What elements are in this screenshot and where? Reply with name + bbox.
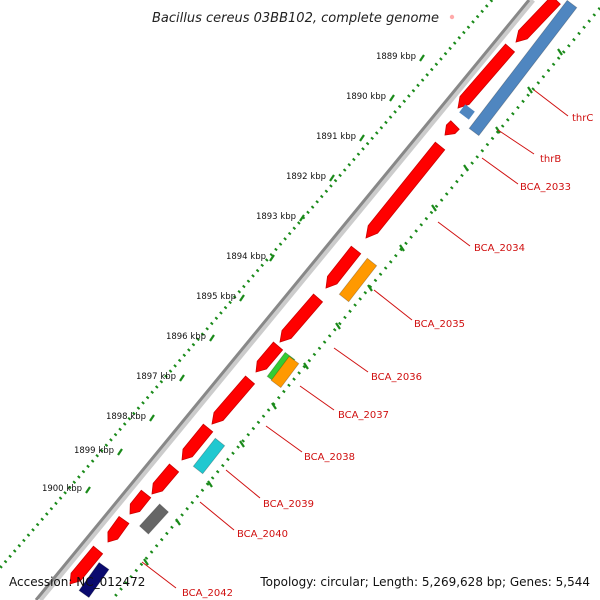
- inner-tick-mark: [143, 558, 149, 566]
- callout-line-bca-2033: [481, 157, 519, 185]
- map-title: Bacillus cereus 03BB102, complete genome: [152, 11, 439, 26]
- gene-callouts: thrC thrB BCA_2033 BCA_2034 BCA_2035 BCA_2036…: [141, 89, 593, 599]
- tick-label-1891-kbp: 1891 kbp: [316, 132, 356, 142]
- callout-line-bca-2036: [333, 347, 369, 373]
- gene-label-bca-2038[interactable]: BCA_2038: [304, 452, 355, 463]
- inner-tick-mark: [463, 164, 469, 172]
- bca-2037-orange-feature[interactable]: [270, 355, 300, 389]
- thrb-feature[interactable]: [459, 104, 475, 120]
- tick-label-1893-kbp: 1893 kbp: [256, 212, 296, 222]
- callout-line-bca-2034: [437, 221, 471, 247]
- inner-tick-mark: [431, 204, 437, 212]
- forward-gene-arrow[interactable]: [151, 463, 180, 495]
- inner-tick-mark: [557, 48, 563, 56]
- gene-label-bca-2033[interactable]: BCA_2033: [520, 182, 571, 193]
- tick-mark-1893-kbp: [299, 214, 305, 222]
- forward-gene-arrow[interactable]: [129, 489, 152, 515]
- tick-mark-1897-kbp: [179, 374, 185, 382]
- tick-mark-1892-kbp: [329, 174, 335, 182]
- tick-mark-1894-kbp: [269, 254, 275, 262]
- forward-gene-arrow[interactable]: [279, 293, 324, 343]
- thr-gene-feature[interactable]: [468, 0, 578, 137]
- gene-features: [69, 0, 578, 599]
- callout-line-bca-2037: [299, 385, 335, 411]
- tick-mark-1889-kbp: [419, 54, 425, 62]
- tick-mark-1899-kbp: [117, 448, 123, 456]
- callout-line-bca-2039: [225, 469, 261, 499]
- tick-label-1899-kbp: 1899 kbp: [74, 446, 114, 456]
- tick-label-1896-kbp: 1896 kbp: [166, 332, 206, 342]
- forward-gene-arrow[interactable]: [457, 43, 516, 109]
- genome-backbone-shadow: [38, 0, 535, 600]
- bca-2040-feature[interactable]: [139, 503, 169, 535]
- gene-label-bca-2040[interactable]: BCA_2040: [237, 529, 288, 540]
- forward-gene-arrow[interactable]: [515, 0, 561, 43]
- callout-line-thrb: [497, 129, 535, 155]
- callout-line-bca-2042: [141, 561, 177, 589]
- tick-mark-1891-kbp: [359, 134, 365, 142]
- tick-marks: 1889 kbp 1890 kbp 1891 kbp 1892 kbp 1893 kbp…: [42, 48, 563, 566]
- gene-label-thrc[interactable]: thrC: [572, 113, 593, 124]
- title-marker-dot: [449, 14, 455, 20]
- accession-text: Accession: NC_012472: [9, 575, 146, 589]
- tick-label-1898-kbp: 1898 kbp: [106, 412, 146, 422]
- gene-label-bca-2036[interactable]: BCA_2036: [371, 372, 422, 383]
- inner-tick-mark: [399, 244, 405, 252]
- forward-gene-arrow[interactable]: [211, 375, 256, 425]
- gene-label-bca-2035[interactable]: BCA_2035: [414, 319, 465, 330]
- forward-gene-arrow[interactable]: [69, 545, 104, 585]
- gene-label-bca-2039[interactable]: BCA_2039: [263, 499, 314, 510]
- inner-tick-mark: [207, 480, 213, 488]
- forward-gene-arrow[interactable]: [365, 141, 446, 239]
- tick-mark-1898-kbp: [149, 414, 155, 422]
- forward-gene-arrow[interactable]: [181, 423, 214, 461]
- tick-label-1900-kbp: 1900 kbp: [42, 484, 82, 494]
- forward-gene-arrow[interactable]: [325, 245, 362, 289]
- inner-tick-mark: [527, 86, 533, 94]
- callout-line-thrc: [533, 89, 569, 117]
- tick-mark-1890-kbp: [389, 94, 395, 102]
- gene-label-bca-2034[interactable]: BCA_2034: [474, 243, 525, 254]
- tick-mark-1896-kbp: [209, 334, 215, 342]
- inner-tick-mark: [175, 518, 181, 526]
- inner-tick-mark: [367, 284, 373, 292]
- tick-label-1892-kbp: 1892 kbp: [286, 172, 326, 182]
- outer-ruler-line: [0, 0, 494, 569]
- forward-gene-arrow[interactable]: [255, 341, 284, 373]
- tick-label-1894-kbp: 1894 kbp: [226, 252, 266, 262]
- inner-tick-mark: [239, 440, 245, 448]
- callout-line-bca-2035: [373, 289, 413, 321]
- bca-2039-feature[interactable]: [192, 437, 226, 475]
- gene-label-bca-2037[interactable]: BCA_2037: [338, 410, 389, 421]
- gene-label-bca-2042[interactable]: BCA_2042: [182, 588, 233, 599]
- bca-2042-feature[interactable]: [78, 561, 110, 599]
- tick-label-1889-kbp: 1889 kbp: [376, 52, 416, 62]
- tick-mark-1895-kbp: [239, 294, 245, 302]
- forward-gene-arrow[interactable]: [107, 515, 130, 543]
- inner-tick-mark: [303, 362, 309, 370]
- bca-2035-feature[interactable]: [338, 257, 378, 303]
- genome-backbone: [34, 0, 531, 600]
- genome-summary-text: Topology: circular; Length: 5,269,628 bp…: [260, 575, 590, 589]
- gene-label-thrb[interactable]: thrB: [540, 154, 561, 165]
- forward-gene-arrow[interactable]: [444, 120, 460, 136]
- inner-tick-mark: [271, 402, 277, 410]
- tick-label-1897-kbp: 1897 kbp: [136, 372, 176, 382]
- tick-mark-1900-kbp: [85, 486, 91, 494]
- callout-line-bca-2038: [265, 425, 303, 453]
- tick-label-1890-kbp: 1890 kbp: [346, 92, 386, 102]
- tick-label-1895-kbp: 1895 kbp: [196, 292, 236, 302]
- callout-line-bca-2040: [199, 501, 235, 531]
- inner-tick-mark: [335, 322, 341, 330]
